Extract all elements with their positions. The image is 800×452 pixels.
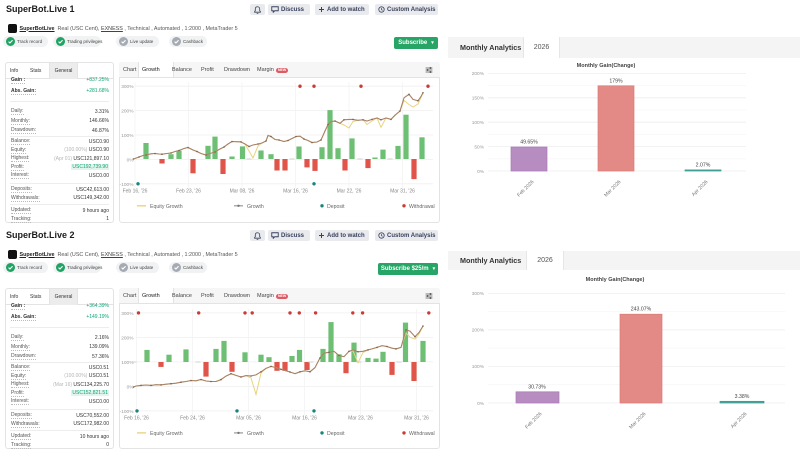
- svg-text:200%: 200%: [121, 109, 134, 115]
- svg-text:150%: 150%: [472, 96, 485, 102]
- svg-text:Monthly Gain(Change): Monthly Gain(Change): [586, 277, 645, 283]
- svg-text:200%: 200%: [472, 328, 485, 334]
- svg-text:0%: 0%: [127, 157, 135, 163]
- svg-text:Feb 2026: Feb 2026: [524, 411, 543, 430]
- svg-text:300%: 300%: [472, 291, 485, 297]
- svg-text:Apr 2026: Apr 2026: [730, 411, 749, 430]
- svg-text:Feb 2026: Feb 2026: [516, 179, 535, 198]
- svg-text:Mar 31, '26: Mar 31, '26: [390, 188, 415, 194]
- svg-text:0%: 0%: [477, 401, 485, 407]
- svg-text:Growth: Growth: [247, 204, 264, 210]
- svg-text:Mar 08, '26: Mar 08, '26: [230, 188, 255, 194]
- svg-text:Feb 16, '26: Feb 16, '26: [123, 188, 148, 194]
- svg-text:Mar 31, '26: Mar 31, '26: [404, 415, 429, 421]
- svg-text:0%: 0%: [477, 169, 485, 175]
- svg-text:3.38%: 3.38%: [735, 394, 750, 400]
- svg-text:30.73%: 30.73%: [528, 384, 546, 390]
- svg-text:200%: 200%: [121, 335, 134, 341]
- svg-text:100%: 100%: [472, 120, 485, 126]
- svg-text:Deposit: Deposit: [327, 431, 345, 437]
- svg-text:Withdrawal: Withdrawal: [409, 204, 435, 210]
- svg-text:Mar 2026: Mar 2026: [628, 411, 647, 430]
- svg-text:300%: 300%: [121, 84, 134, 90]
- svg-text:Feb 23, '26: Feb 23, '26: [176, 188, 201, 194]
- svg-text:300%: 300%: [121, 311, 134, 317]
- svg-text:Mar 05, '26: Mar 05, '26: [236, 415, 261, 421]
- svg-text:243.07%: 243.07%: [631, 307, 652, 313]
- svg-text:-100%: -100%: [120, 182, 135, 188]
- svg-text:Feb 24, '26: Feb 24, '26: [180, 415, 205, 421]
- svg-text:Feb 16, '26: Feb 16, '26: [124, 415, 149, 421]
- svg-text:Growth: Growth: [247, 431, 264, 437]
- svg-text:Mar 16, '26: Mar 16, '26: [283, 188, 308, 194]
- svg-text:179%: 179%: [609, 78, 623, 84]
- svg-text:Equity Growth: Equity Growth: [150, 204, 183, 210]
- svg-text:100%: 100%: [121, 360, 134, 366]
- svg-text:Apr 2026: Apr 2026: [691, 179, 710, 198]
- svg-text:0%: 0%: [127, 384, 135, 390]
- svg-text:Mar 22, '26: Mar 22, '26: [337, 188, 362, 194]
- svg-text:-100%: -100%: [120, 409, 135, 415]
- svg-text:Mar 2026: Mar 2026: [603, 179, 622, 198]
- svg-text:49.65%: 49.65%: [520, 140, 538, 146]
- svg-text:Equity Growth: Equity Growth: [150, 431, 183, 437]
- svg-text:200%: 200%: [472, 71, 485, 77]
- svg-text:Monthly Gain(Change): Monthly Gain(Change): [577, 63, 636, 69]
- svg-text:50%: 50%: [474, 144, 484, 150]
- svg-text:Mar 23, '26: Mar 23, '26: [348, 415, 373, 421]
- svg-text:Mar 16, '26: Mar 16, '26: [292, 415, 317, 421]
- svg-text:100%: 100%: [472, 364, 485, 370]
- svg-text:Deposit: Deposit: [327, 204, 345, 210]
- svg-text:100%: 100%: [121, 133, 134, 139]
- svg-text:Withdrawal: Withdrawal: [409, 431, 435, 437]
- svg-text:2.07%: 2.07%: [696, 162, 711, 168]
